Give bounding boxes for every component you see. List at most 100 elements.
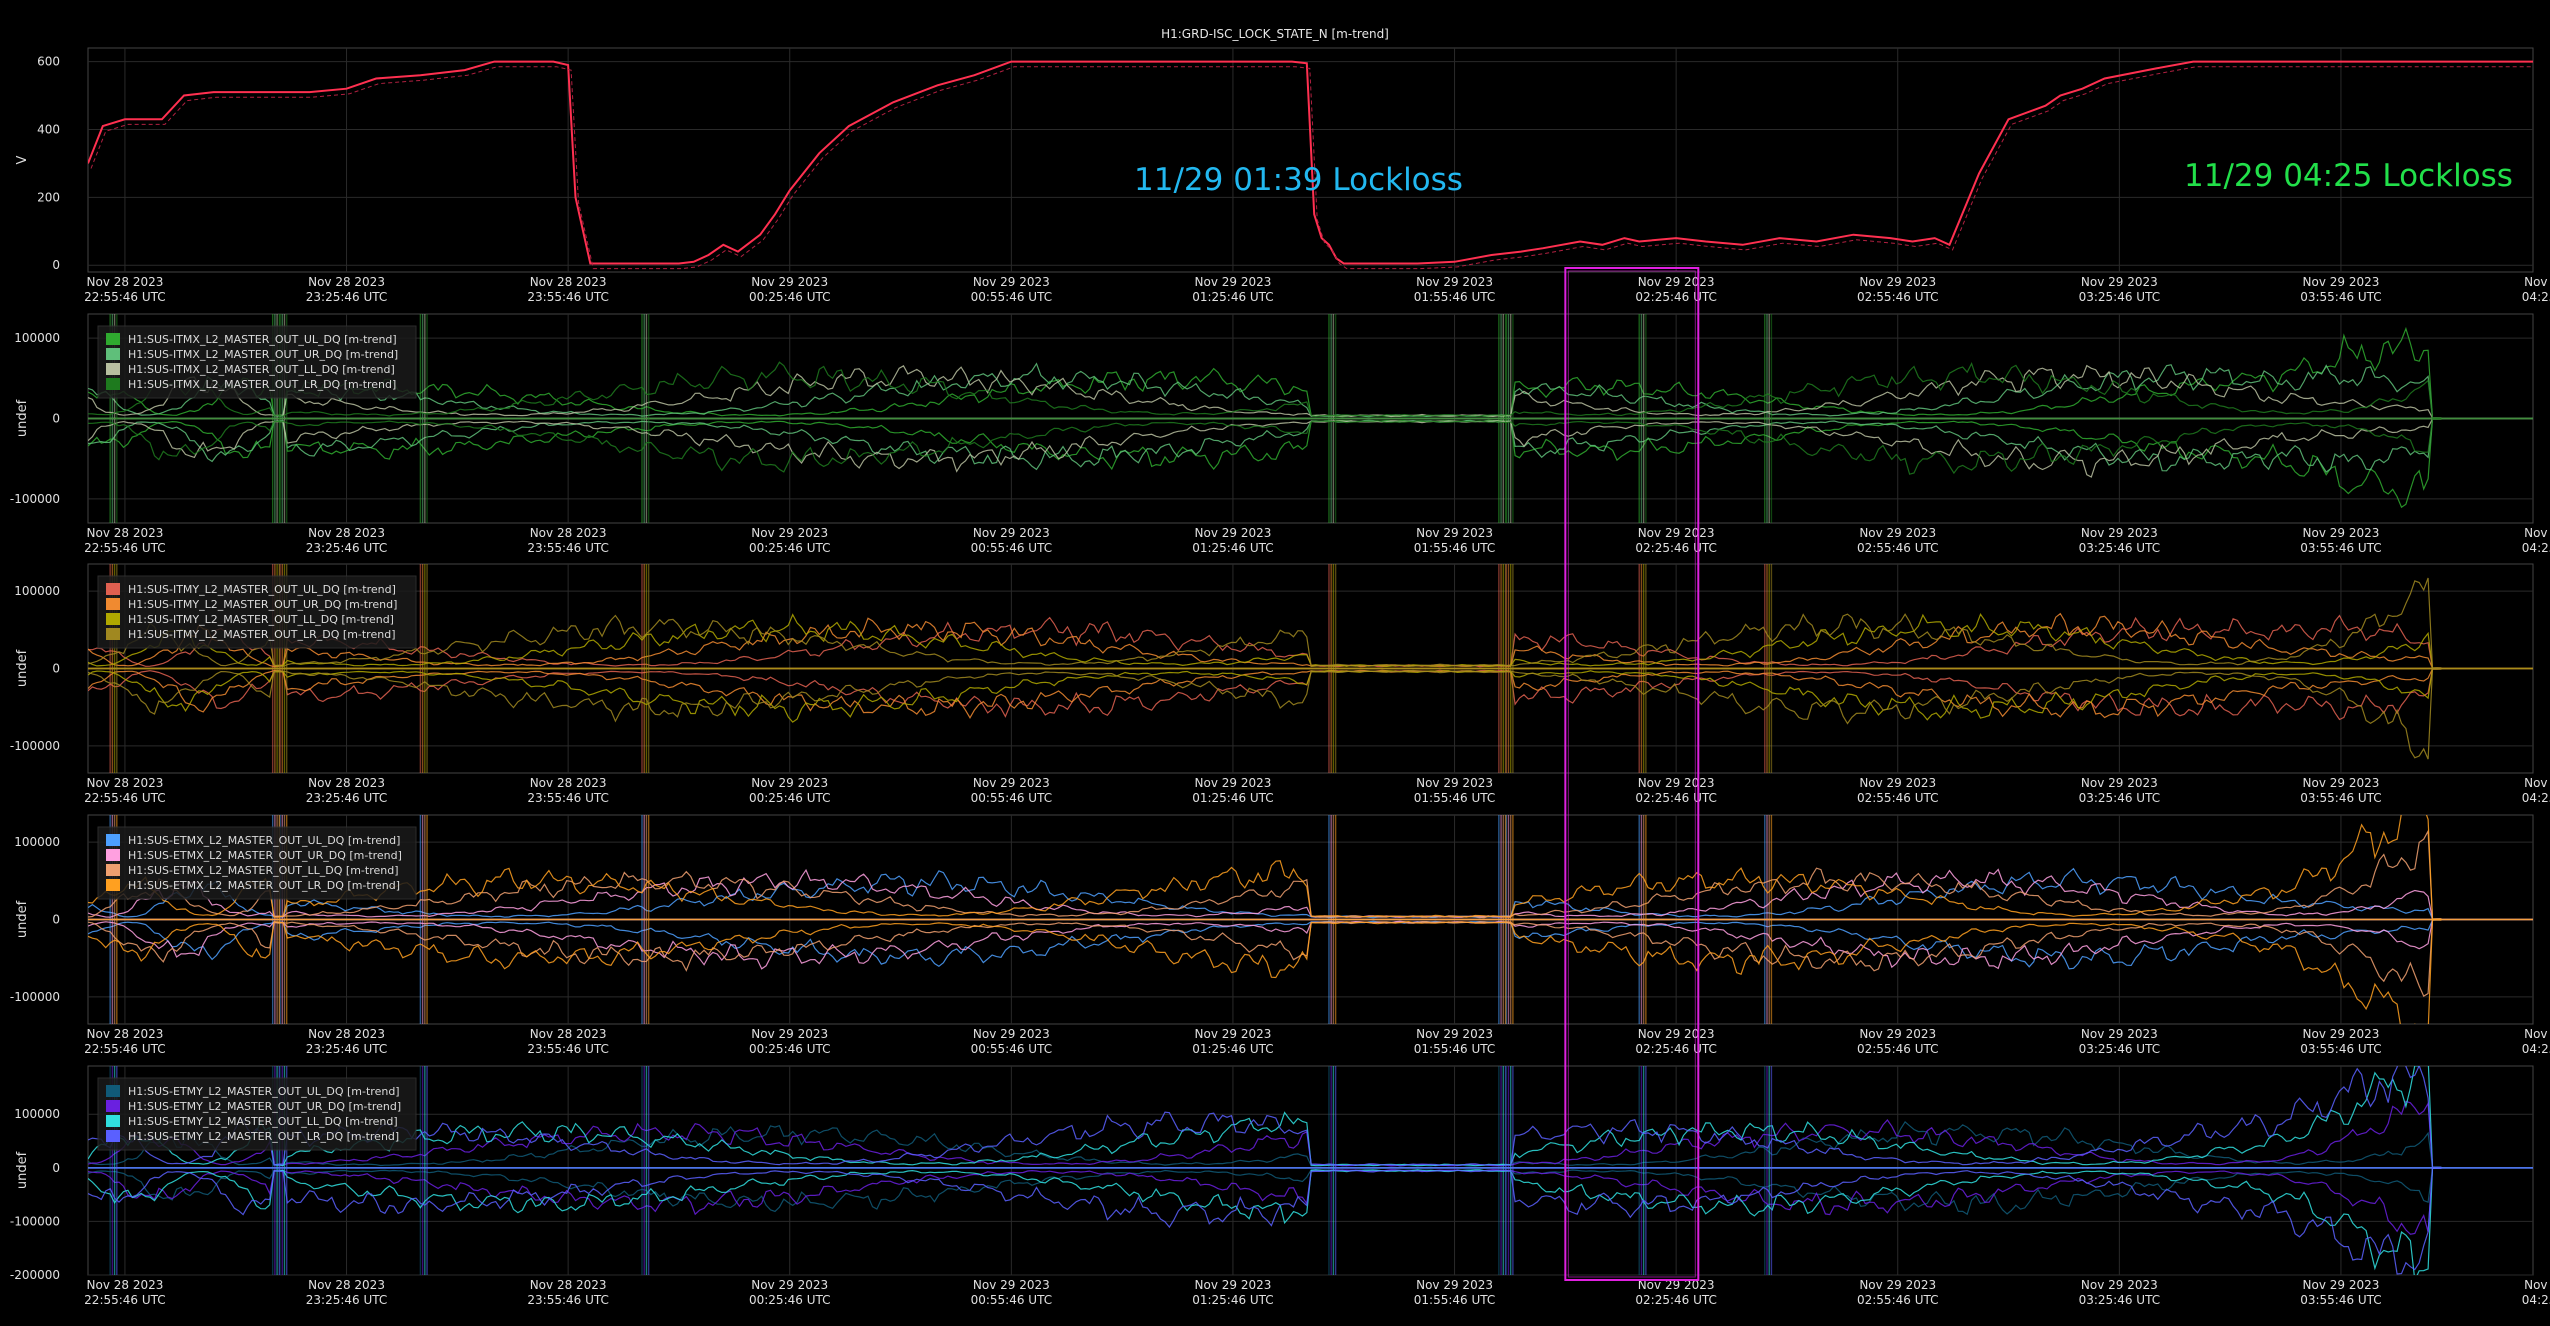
x-tick-label: Nov 29 2023: [1195, 1027, 1272, 1041]
x-tick-label: 00:55:46 UTC: [971, 1293, 1053, 1307]
y-tick-label: 0: [52, 662, 60, 676]
series-line: [88, 1167, 2442, 1275]
legend-swatch: [106, 864, 120, 876]
x-tick-label: Nov 29 2023: [1638, 275, 1715, 289]
series-line: [88, 868, 2442, 920]
series-line: [88, 668, 2442, 719]
x-tick-label: 02:25:46 UTC: [1635, 290, 1717, 304]
y-tick-label: 100000: [14, 835, 60, 849]
y-tick-label: 0: [52, 412, 60, 426]
x-tick-label: 04:25:46 UTC: [2522, 290, 2550, 304]
legend-swatch: [106, 333, 120, 345]
x-tick-label: 02:55:46 UTC: [1857, 1293, 1939, 1307]
series-line: [88, 1167, 2442, 1216]
plot-frame: [87, 47, 2534, 273]
legend: H1:SUS-ETMX_L2_MASTER_OUT_UL_DQ [m-trend…: [97, 826, 417, 900]
legend-swatch: [106, 598, 120, 610]
legend-swatch: [106, 1130, 120, 1142]
x-tick-label: 00:25:46 UTC: [749, 541, 831, 555]
y-tick-label: 100000: [14, 1107, 60, 1121]
page-title: H1:GRD-ISC_LOCK_STATE_N [m-trend]: [1161, 27, 1389, 41]
x-tick-label: Nov 29 2023: [973, 275, 1050, 289]
series-line: [88, 613, 2442, 669]
legend-entry: H1:SUS-ITMY_L2_MASTER_OUT_UR_DQ [m-trend…: [128, 598, 397, 611]
series-line: [88, 829, 2442, 920]
x-tick-label: Nov 28 2023: [308, 776, 385, 790]
x-tick-label: 01:25:46 UTC: [1192, 290, 1274, 304]
x-tick-label: Nov 29 2023: [2524, 1278, 2550, 1292]
legend-entry: H1:SUS-ITMX_L2_MASTER_OUT_UR_DQ [m-trend…: [128, 348, 398, 361]
y-axis-label: undef: [15, 900, 30, 938]
x-tick-label: Nov 29 2023: [973, 526, 1050, 540]
x-tick-label: Nov 29 2023: [1416, 1027, 1493, 1041]
x-tick-label: 23:25:46 UTC: [306, 1042, 388, 1056]
x-tick-label: Nov 29 2023: [751, 1027, 828, 1041]
x-tick-label: 00:25:46 UTC: [749, 791, 831, 805]
series-line: [88, 418, 2442, 473]
legend-box: [97, 575, 417, 649]
x-tick-label: Nov 29 2023: [751, 526, 828, 540]
x-tick-label: Nov 29 2023: [973, 1027, 1050, 1041]
x-tick-label: 03:55:46 UTC: [2300, 1042, 2382, 1056]
legend-entry: H1:SUS-ETMY_L2_MASTER_OUT_UL_DQ [m-trend…: [128, 1085, 400, 1098]
x-tick-label: Nov 29 2023: [1416, 275, 1493, 289]
y-tick-label: 600: [37, 55, 60, 69]
series-line: [88, 612, 2442, 669]
series-line: [88, 326, 2442, 419]
x-tick-label: Nov 29 2023: [1195, 776, 1272, 790]
x-tick-label: 01:25:46 UTC: [1192, 541, 1274, 555]
series-line: [88, 1167, 2442, 1235]
series-line-min: [90, 66, 2533, 270]
x-tick-label: Nov 29 2023: [2081, 526, 2158, 540]
x-tick-label: Nov 28 2023: [87, 1027, 164, 1041]
x-tick-label: 23:25:46 UTC: [306, 1293, 388, 1307]
x-tick-label: Nov 28 2023: [530, 776, 607, 790]
legend: H1:SUS-ITMX_L2_MASTER_OUT_UL_DQ [m-trend…: [97, 325, 417, 399]
series-line: [88, 362, 2442, 419]
x-tick-label: 00:25:46 UTC: [749, 1293, 831, 1307]
y-tick-label: 100000: [14, 331, 60, 345]
series-line: [88, 919, 2442, 970]
x-tick-label: 22:55:46 UTC: [84, 541, 166, 555]
x-tick-label: Nov 28 2023: [530, 1027, 607, 1041]
x-tick-label: Nov 29 2023: [973, 1278, 1050, 1292]
series-line: [88, 815, 2442, 920]
legend: H1:SUS-ITMY_L2_MASTER_OUT_UL_DQ [m-trend…: [97, 575, 417, 649]
x-tick-label: Nov 29 2023: [1638, 1278, 1715, 1292]
series-line: [88, 919, 2442, 1024]
x-tick-label: Nov 29 2023: [2303, 526, 2380, 540]
legend-swatch: [106, 378, 120, 390]
y-tick-label: 0: [52, 1161, 60, 1175]
x-tick-label: Nov 28 2023: [87, 275, 164, 289]
x-tick-label: Nov 29 2023: [1859, 1278, 1936, 1292]
legend-entry: H1:SUS-ETMX_L2_MASTER_OUT_LR_DQ [m-trend…: [128, 879, 400, 892]
y-axis-label: undef: [15, 649, 30, 687]
x-tick-label: 02:25:46 UTC: [1635, 791, 1717, 805]
legend-entry: H1:SUS-ITMY_L2_MASTER_OUT_LL_DQ [m-trend…: [128, 613, 394, 626]
x-tick-label: 23:55:46 UTC: [527, 1293, 609, 1307]
y-tick-label: 100000: [14, 584, 60, 598]
series-line: [88, 919, 2442, 970]
x-tick-label: 22:55:46 UTC: [84, 1293, 166, 1307]
x-tick-label: Nov 29 2023: [1416, 526, 1493, 540]
x-tick-label: Nov 29 2023: [1416, 776, 1493, 790]
series-line: [88, 418, 2442, 475]
x-tick-label: 02:55:46 UTC: [1857, 1042, 1939, 1056]
legend-box: [97, 325, 417, 399]
x-tick-label: Nov 29 2023: [2524, 526, 2550, 540]
x-tick-label: 00:25:46 UTC: [749, 290, 831, 304]
x-tick-label: 02:25:46 UTC: [1635, 1293, 1717, 1307]
x-tick-label: Nov 29 2023: [1859, 776, 1936, 790]
series-line: [88, 418, 2442, 478]
legend-swatch: [106, 628, 120, 640]
x-tick-label: 03:25:46 UTC: [2079, 1042, 2161, 1056]
x-tick-label: 02:25:46 UTC: [1635, 541, 1717, 555]
x-tick-label: Nov 28 2023: [530, 526, 607, 540]
x-tick-label: 02:25:46 UTC: [1635, 1042, 1717, 1056]
highlight-box-inner: [1567, 270, 1696, 1278]
series-line: [88, 1120, 2442, 1168]
x-tick-label: 00:55:46 UTC: [971, 1042, 1053, 1056]
